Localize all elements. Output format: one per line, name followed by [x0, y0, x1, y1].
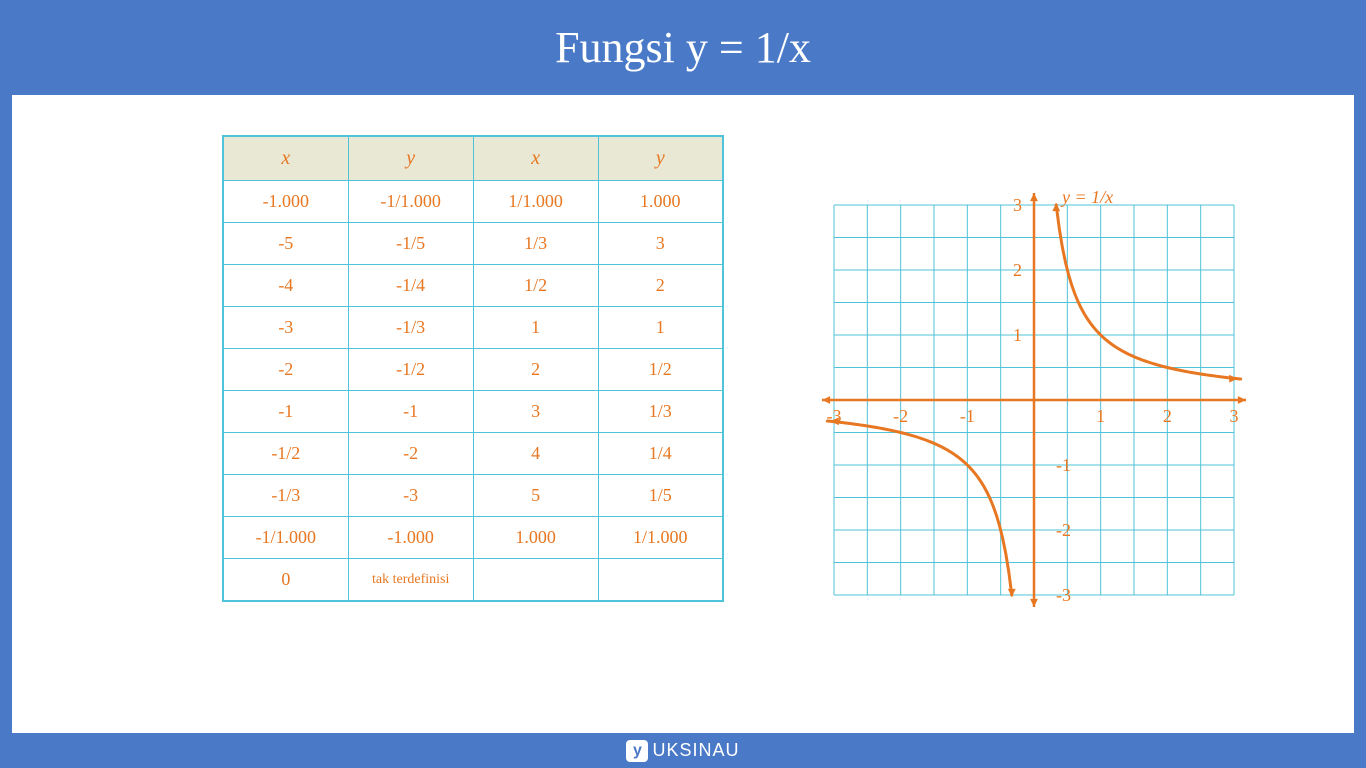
table-cell: -1 — [223, 391, 348, 433]
chart-container: -3-2-1123-3-2-1123y = 1/x — [804, 135, 1264, 615]
table-header-cell: x — [473, 136, 598, 181]
table-cell: 1/1.000 — [598, 517, 723, 559]
svg-text:3: 3 — [1230, 406, 1239, 426]
svg-text:-2: -2 — [893, 406, 908, 426]
page-title: Fungsi y = 1/x — [555, 22, 811, 73]
table-cell: -1.000 — [348, 517, 473, 559]
svg-text:-1: -1 — [1056, 455, 1071, 475]
table-cell: -1/3 — [348, 307, 473, 349]
table-cell: 3 — [598, 223, 723, 265]
table-cell: 3 — [473, 391, 598, 433]
table-cell: 1/1.000 — [473, 181, 598, 223]
table-cell: -2 — [348, 433, 473, 475]
table-header-cell: y — [598, 136, 723, 181]
svg-text:1: 1 — [1013, 325, 1022, 345]
table-cell: -1 — [348, 391, 473, 433]
table-row: -1/3-351/5 — [223, 475, 723, 517]
table-header-row: xyxy — [223, 136, 723, 181]
table-cell: 1/5 — [598, 475, 723, 517]
header-bar: Fungsi y = 1/x — [0, 0, 1366, 95]
table-cell: -1/2 — [223, 433, 348, 475]
table-row: 0tak terdefinisi — [223, 559, 723, 602]
table-cell: 1/4 — [598, 433, 723, 475]
table-row: -1.000-1/1.0001/1.0001.000 — [223, 181, 723, 223]
footer-brand: UKSINAU — [652, 740, 739, 761]
svg-text:y = 1/x: y = 1/x — [1060, 187, 1113, 207]
svg-text:-2: -2 — [1056, 520, 1071, 540]
logo-badge: y — [626, 740, 648, 762]
table-header-cell: y — [348, 136, 473, 181]
table-cell: 1/2 — [598, 349, 723, 391]
table-cell: -1/1.000 — [223, 517, 348, 559]
table-cell: -1/4 — [348, 265, 473, 307]
values-table: xyxy -1.000-1/1.0001/1.0001.000-5-1/51/3… — [222, 135, 724, 602]
table-cell — [598, 559, 723, 602]
svg-text:2: 2 — [1013, 260, 1022, 280]
reciprocal-chart: -3-2-1123-3-2-1123y = 1/x — [804, 185, 1264, 615]
svg-text:2: 2 — [1163, 406, 1172, 426]
table-row: -4-1/41/22 — [223, 265, 723, 307]
table-cell: -1.000 — [223, 181, 348, 223]
table-row: -3-1/311 — [223, 307, 723, 349]
table-cell: -1/3 — [223, 475, 348, 517]
table-cell: 0 — [223, 559, 348, 602]
table-cell: 1.000 — [473, 517, 598, 559]
svg-text:1: 1 — [1096, 406, 1105, 426]
svg-text:-1: -1 — [960, 406, 975, 426]
table-cell: 1/2 — [473, 265, 598, 307]
table-cell: 4 — [473, 433, 598, 475]
table-row: -1-131/3 — [223, 391, 723, 433]
table-header-cell: x — [223, 136, 348, 181]
footer-bar: y UKSINAU — [0, 733, 1366, 768]
table-cell: -1/1.000 — [348, 181, 473, 223]
table-cell: -3 — [223, 307, 348, 349]
table-row: -2-1/221/2 — [223, 349, 723, 391]
table-cell: -1/2 — [348, 349, 473, 391]
table-cell: 1/3 — [473, 223, 598, 265]
table-cell: -2 — [223, 349, 348, 391]
table-row: -1/1.000-1.0001.0001/1.000 — [223, 517, 723, 559]
content-area: xyxy -1.000-1/1.0001/1.0001.000-5-1/51/3… — [12, 95, 1354, 733]
table-cell: 2 — [598, 265, 723, 307]
table-row: -5-1/51/33 — [223, 223, 723, 265]
table-row: -1/2-241/4 — [223, 433, 723, 475]
table-cell: -4 — [223, 265, 348, 307]
table-cell: 2 — [473, 349, 598, 391]
table-cell: -1/5 — [348, 223, 473, 265]
table-cell: 5 — [473, 475, 598, 517]
table-body: -1.000-1/1.0001/1.0001.000-5-1/51/33-4-1… — [223, 181, 723, 602]
svg-text:3: 3 — [1013, 195, 1022, 215]
table-cell: -5 — [223, 223, 348, 265]
table-cell: 1.000 — [598, 181, 723, 223]
table-cell: tak terdefinisi — [348, 559, 473, 602]
table-cell: -3 — [348, 475, 473, 517]
svg-text:-3: -3 — [1056, 585, 1071, 605]
table-cell: 1/3 — [598, 391, 723, 433]
table-cell — [473, 559, 598, 602]
table-cell: 1 — [473, 307, 598, 349]
table-cell: 1 — [598, 307, 723, 349]
